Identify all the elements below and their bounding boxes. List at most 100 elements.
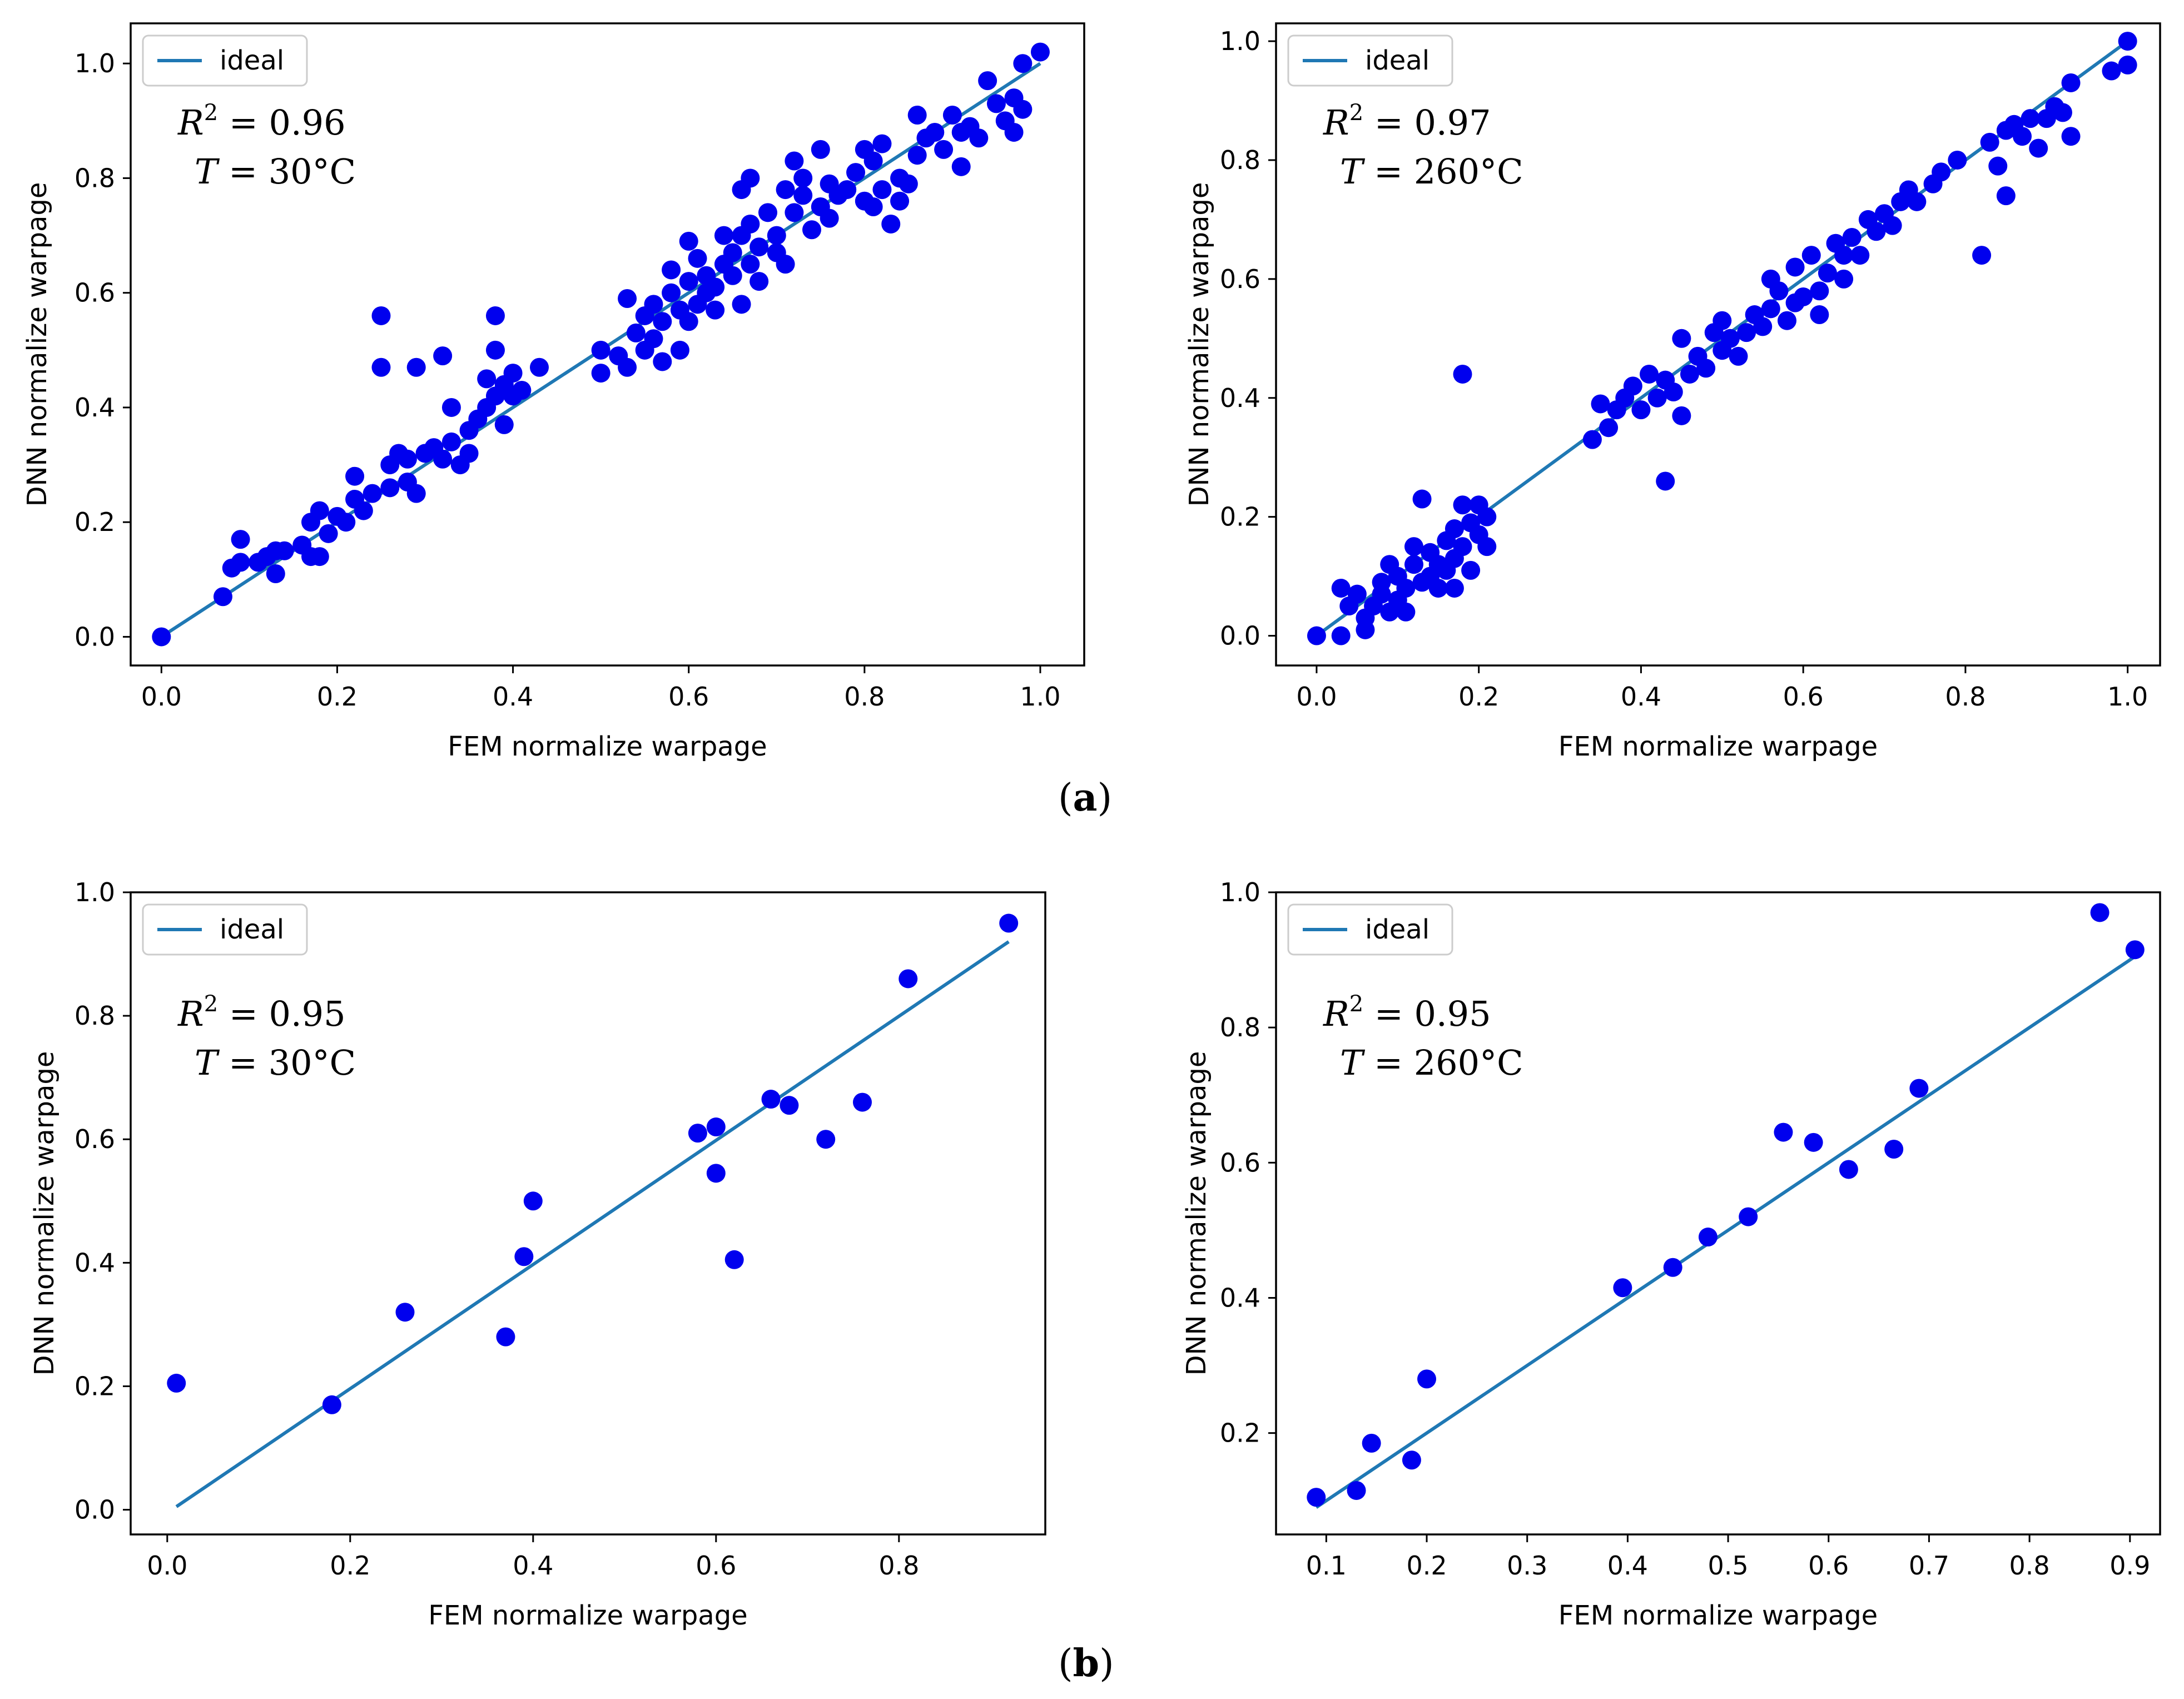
y-tick-label: 1.0 xyxy=(1220,877,1260,907)
y-tick-label: 0.6 xyxy=(75,278,115,308)
data-point xyxy=(626,323,646,342)
y-tick-label: 0.2 xyxy=(75,1371,115,1401)
data-point xyxy=(863,197,883,216)
data-point xyxy=(266,564,285,583)
y-tick-label: 0.4 xyxy=(75,1248,115,1278)
data-point xyxy=(942,106,962,125)
data-point xyxy=(1867,222,1886,241)
data-point xyxy=(816,1130,836,1149)
legend: ideal xyxy=(142,34,308,87)
data-point xyxy=(1372,573,1391,592)
data-point xyxy=(853,1092,872,1112)
x-axis-label: FEM normalize warpage xyxy=(1558,1600,1878,1631)
data-point xyxy=(758,203,777,222)
data-point xyxy=(846,163,866,182)
data-point xyxy=(1980,132,1999,152)
annotation: R2 = 0.95 T = 30°C xyxy=(177,991,356,1083)
y-tick-label: 0.2 xyxy=(1220,502,1260,532)
data-point xyxy=(999,913,1019,933)
x-tick-label: 0.6 xyxy=(668,682,709,712)
data-point xyxy=(653,312,672,331)
data-point xyxy=(591,340,610,360)
legend-box xyxy=(142,903,308,956)
data-point xyxy=(1013,54,1033,73)
x-tick-label: 1.0 xyxy=(2107,682,2148,712)
data-point xyxy=(503,364,523,383)
data-point xyxy=(986,94,1006,113)
y-tick-label: 0.0 xyxy=(75,1495,115,1525)
data-point xyxy=(496,1327,515,1347)
data-point xyxy=(662,260,681,280)
data-point xyxy=(1839,1160,1858,1179)
y-tick-label: 0.4 xyxy=(1220,383,1260,413)
plot-frame xyxy=(1275,22,2161,667)
temperature-text: T = 30°C xyxy=(195,151,356,192)
x-tick-label: 0.6 xyxy=(696,1551,736,1581)
data-point xyxy=(1477,537,1497,557)
ideal-line xyxy=(1315,951,2141,1509)
data-point xyxy=(167,1373,186,1393)
data-point xyxy=(1801,246,1821,265)
x-tick-label: 0.0 xyxy=(141,682,182,712)
data-point xyxy=(1453,495,1472,515)
x-tick-label: 0.9 xyxy=(2109,1551,2150,1581)
data-point xyxy=(2053,103,2072,122)
data-point xyxy=(1696,359,1716,378)
x-tick-label: 0.3 xyxy=(1507,1551,1547,1581)
data-point xyxy=(512,381,532,400)
data-point xyxy=(1810,281,1829,301)
data-point xyxy=(1761,299,1780,319)
data-point xyxy=(741,168,760,188)
x-tick-label: 0.2 xyxy=(330,1551,370,1581)
data-point xyxy=(1664,382,1683,402)
data-point xyxy=(899,174,918,193)
x-tick-label: 0.4 xyxy=(493,682,533,712)
data-point xyxy=(1445,578,1464,598)
data-point xyxy=(1445,519,1464,539)
legend: ideal xyxy=(1287,903,1453,956)
data-point xyxy=(2021,109,2040,128)
x-tick-label: 0.2 xyxy=(1406,1551,1447,1581)
legend-box xyxy=(1287,34,1453,87)
x-tick-label: 0.2 xyxy=(317,682,358,712)
legend-label: ideal xyxy=(1365,45,1429,76)
data-point xyxy=(969,128,989,148)
data-point xyxy=(1883,216,1902,235)
data-point xyxy=(231,553,250,572)
y-tick-label: 0.6 xyxy=(75,1124,115,1154)
data-point xyxy=(406,484,426,503)
data-point xyxy=(2061,127,2081,146)
data-point xyxy=(1599,418,1619,438)
data-point xyxy=(1663,1258,1682,1277)
data-point xyxy=(398,449,417,469)
data-point xyxy=(1356,620,1375,639)
data-point xyxy=(890,191,910,211)
data-point xyxy=(310,547,329,567)
data-point xyxy=(371,357,391,377)
data-point xyxy=(1972,246,1992,265)
data-point xyxy=(1810,305,1829,325)
panel-label-b: (b) xyxy=(1058,1641,1114,1686)
data-point xyxy=(1412,489,1432,509)
data-point xyxy=(1591,394,1610,414)
data-point xyxy=(1030,42,1050,62)
data-point xyxy=(591,364,610,383)
data-point xyxy=(776,255,795,274)
data-point xyxy=(644,295,663,314)
data-point xyxy=(872,134,892,153)
data-point xyxy=(714,226,733,245)
data-point xyxy=(2125,940,2145,960)
y-axis-label: DNN normalize warpage xyxy=(1184,182,1215,507)
data-point xyxy=(363,484,382,503)
data-point xyxy=(653,352,672,371)
x-tick-label: 0.1 xyxy=(1306,1551,1347,1581)
data-point xyxy=(1804,1132,1823,1152)
data-point xyxy=(978,71,997,91)
x-tick-label: 0.8 xyxy=(844,682,885,712)
data-point xyxy=(1850,246,1870,265)
data-point xyxy=(1948,150,1967,170)
data-point xyxy=(152,627,171,647)
data-point xyxy=(951,157,971,176)
data-point xyxy=(749,237,769,257)
data-point xyxy=(2061,73,2081,92)
